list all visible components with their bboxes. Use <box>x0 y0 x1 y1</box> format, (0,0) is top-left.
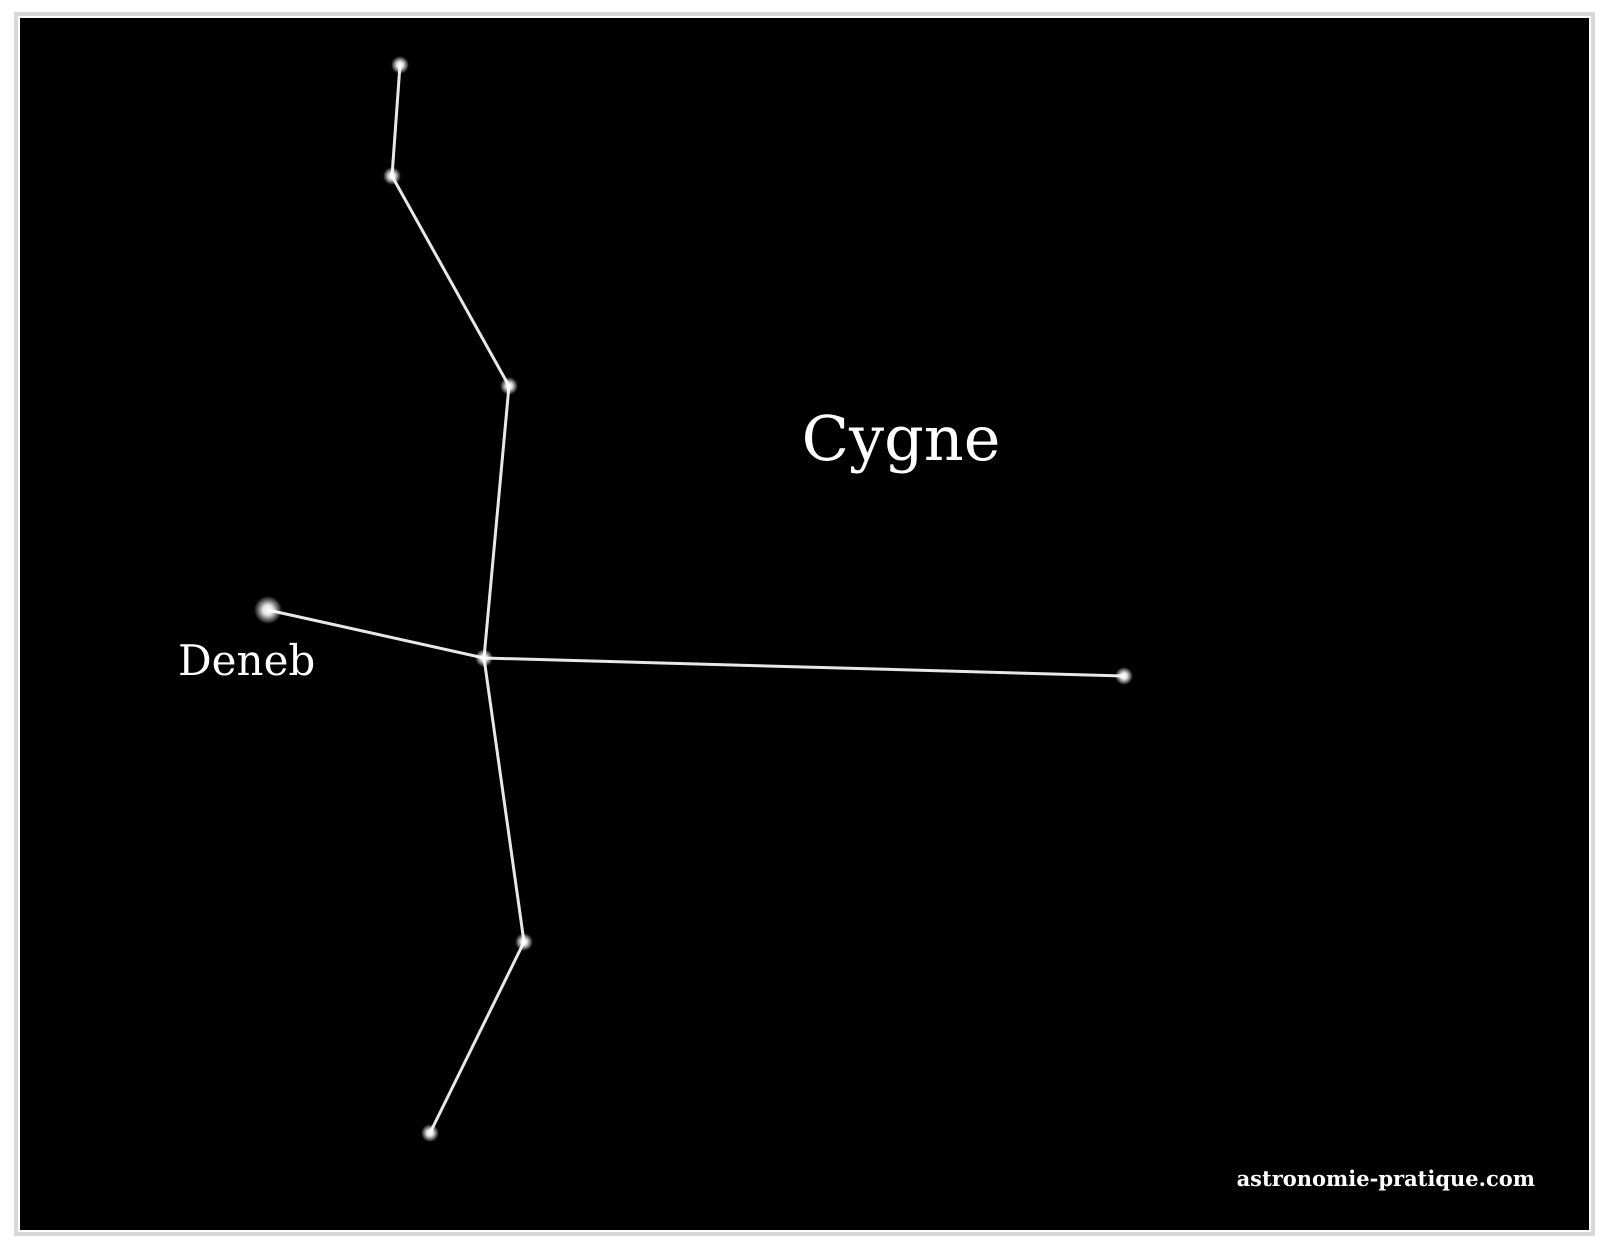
constellation-lines <box>267 64 1125 1134</box>
credit: astronomie-pratique.com <box>1237 1166 1535 1191</box>
star <box>391 56 409 74</box>
star <box>475 649 493 667</box>
star-deneb <box>254 596 282 624</box>
star <box>500 377 518 395</box>
line <box>482 657 526 943</box>
stars <box>254 56 1133 1142</box>
line <box>483 656 1125 678</box>
star <box>383 167 401 185</box>
sky <box>20 18 1589 1230</box>
star <box>515 933 533 951</box>
line <box>390 64 402 177</box>
constellation-name: Cygne <box>802 402 1001 475</box>
line <box>428 941 526 1134</box>
star-label: Deneb <box>178 636 315 685</box>
frame-shadow <box>14 12 1595 1236</box>
star <box>1115 667 1133 685</box>
line <box>390 175 511 387</box>
line <box>482 385 511 659</box>
line <box>267 608 485 660</box>
star <box>421 1124 439 1142</box>
